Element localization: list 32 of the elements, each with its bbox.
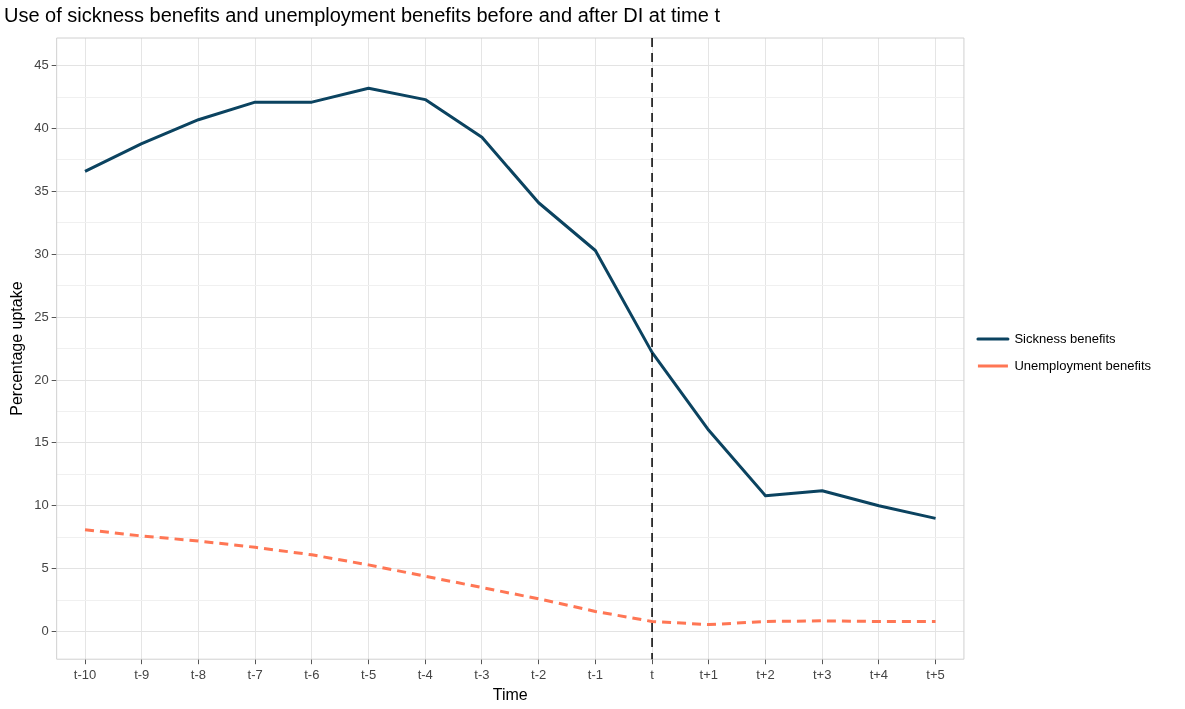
x-tick-label: t-10 [73,666,97,682]
y-tick-label: 30 [34,245,49,261]
x-tick-label: t [650,666,655,682]
legend-label: Sickness benefits [1014,330,1117,346]
y-axis-title: Percentage uptake [8,281,26,416]
y-tick-label: 20 [34,371,49,387]
x-tick-label: t-9 [134,666,150,682]
x-tick-label: t+1 [699,666,718,682]
y-tick-label: 10 [34,497,49,513]
y-tick-label: 0 [41,623,49,639]
x-tick-label: t+3 [812,666,832,682]
y-tick-label: 25 [34,308,49,324]
line-series [83,528,938,627]
y-tick-label: 45 [34,57,49,73]
x-tick-label: t-4 [417,666,433,682]
x-tick-label: t+2 [756,666,775,682]
x-tick-label: t-3 [474,666,490,682]
chart-title: Use of sickness benefits and unemployment benefits before and after DI at time t [4,3,721,26]
x-tick-label: t-6 [304,666,320,682]
x-axis-title: Time [492,685,528,703]
x-tick-label: t-8 [190,666,207,682]
x-tick-label: t-5 [360,666,377,682]
legend-label: Unemployment benefits [1014,357,1152,373]
y-tick-label: 40 [34,120,49,136]
y-tick-label: 15 [34,434,49,450]
x-tick-label: t-2 [531,666,547,682]
x-tick-label: t+4 [869,666,889,682]
x-tick-label: t+5 [926,666,945,682]
y-tick-label: 35 [34,182,49,198]
x-tick-label: t-7 [247,666,263,682]
x-tick-label: t-1 [587,666,603,682]
y-tick-label: 5 [41,560,49,576]
